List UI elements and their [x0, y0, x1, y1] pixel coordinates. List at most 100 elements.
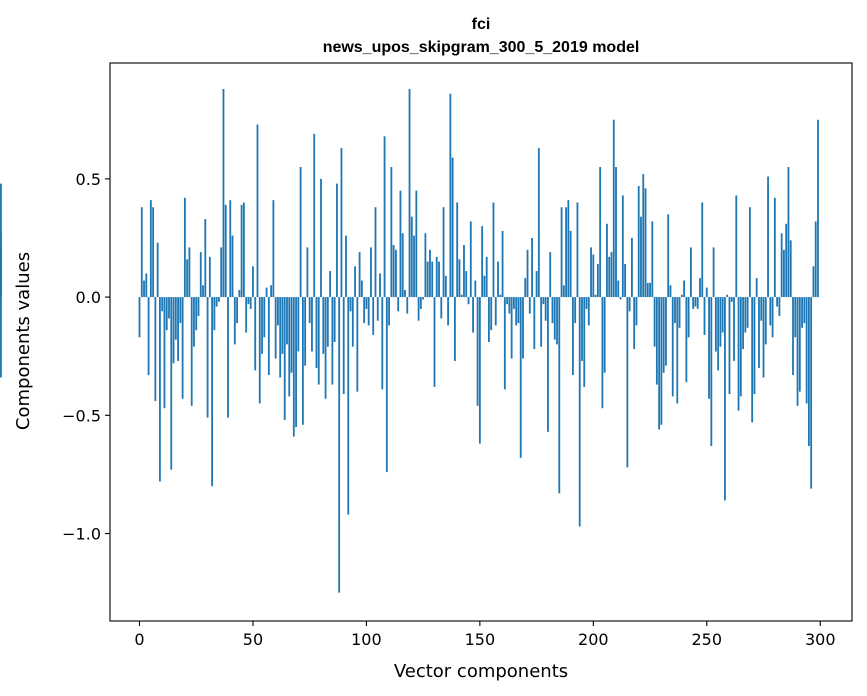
bar-209	[612, 119, 615, 298]
bar-134	[442, 207, 445, 298]
bar-169	[522, 297, 524, 359]
bar-171	[526, 249, 529, 298]
bar-227	[653, 297, 656, 347]
bar-283	[780, 233, 783, 298]
bar-290	[796, 297, 799, 406]
bar-38	[224, 204, 227, 298]
bar-146	[469, 221, 472, 298]
bar-234	[669, 285, 672, 298]
bar-101	[367, 297, 370, 326]
bar-219	[635, 297, 638, 326]
bar-undefined	[0, 297, 2, 378]
bar-147	[472, 297, 474, 333]
bar-144	[465, 271, 468, 298]
bar-140	[456, 202, 459, 298]
bar-168	[519, 297, 522, 458]
bar-214	[624, 263, 626, 298]
bar-182	[551, 297, 554, 324]
bar-23	[190, 297, 193, 406]
bar-49	[249, 297, 252, 309]
bar-162	[506, 297, 509, 305]
bar-201	[594, 294, 597, 298]
x-tick-label: 250	[692, 630, 723, 649]
bar-3	[145, 273, 148, 298]
bar-143	[463, 245, 465, 298]
bar-279	[771, 297, 774, 338]
bar-89	[340, 148, 343, 298]
bar-257	[721, 297, 724, 333]
bar-299	[817, 119, 819, 298]
bar-152	[483, 275, 486, 298]
bar-118	[406, 297, 409, 314]
bar-256	[719, 297, 722, 347]
x-tick-label: 50	[243, 630, 263, 649]
bar-132	[438, 261, 440, 298]
bar-163	[508, 297, 511, 314]
bar-96	[356, 297, 359, 392]
bar-92	[347, 297, 350, 515]
x-axis-label: Vector components	[394, 661, 568, 682]
bar-233	[667, 214, 670, 298]
bar-266	[742, 297, 744, 350]
bar-232	[665, 297, 667, 366]
bar-102	[370, 247, 372, 298]
bar-45	[240, 204, 243, 298]
bar-275	[762, 297, 765, 378]
bar-87	[336, 183, 338, 298]
bar-100	[365, 297, 368, 309]
bar-66	[288, 297, 291, 397]
bar-48	[247, 297, 250, 305]
bar-251	[708, 297, 710, 399]
bar-170	[524, 278, 527, 298]
bar-229	[658, 297, 661, 430]
x-tick-label: 150	[465, 630, 496, 649]
bar-286	[787, 167, 790, 298]
bar-154	[488, 297, 490, 342]
x-tick-label: 100	[351, 630, 382, 649]
bar-26	[197, 297, 200, 316]
bar-206	[606, 223, 608, 298]
bar-42	[233, 297, 236, 345]
bar-133	[440, 297, 443, 319]
bar-119	[408, 89, 411, 298]
bar-166	[515, 297, 518, 326]
bar-269	[748, 207, 751, 298]
bar-274	[760, 297, 763, 321]
bar-145	[467, 297, 470, 305]
bar-195	[581, 297, 583, 361]
bar-21	[186, 259, 189, 298]
bar-187	[562, 285, 565, 298]
bar-276	[764, 297, 767, 345]
bar-272	[755, 278, 758, 298]
bar-18	[179, 297, 182, 324]
y-tick-label: −0.5	[62, 406, 101, 425]
bar-undefined	[0, 252, 2, 298]
bar-36	[220, 247, 223, 298]
bar-222	[642, 174, 645, 298]
bar-225	[649, 282, 651, 298]
bar-105	[376, 297, 379, 321]
bar-99	[363, 297, 366, 324]
bar-220	[637, 185, 640, 298]
bar-230	[660, 297, 663, 425]
bar-226	[651, 221, 654, 298]
bar-88	[338, 297, 341, 593]
bar-264	[737, 297, 740, 411]
bar-25	[195, 297, 198, 331]
bar-224	[646, 282, 649, 298]
bar-128	[429, 249, 431, 298]
bar-172	[528, 297, 531, 314]
bar-189	[567, 200, 570, 298]
bar-223	[644, 188, 647, 298]
bar-129	[431, 261, 434, 298]
bar-98	[360, 280, 363, 298]
bar-104	[374, 207, 377, 298]
bar-252	[710, 297, 713, 447]
bar-278	[769, 297, 772, 326]
bar-191	[571, 297, 574, 376]
bar-15	[172, 297, 175, 364]
bar-194	[578, 297, 581, 527]
bar-183	[553, 297, 556, 340]
bar-2	[143, 280, 145, 298]
bar-200	[592, 254, 595, 298]
